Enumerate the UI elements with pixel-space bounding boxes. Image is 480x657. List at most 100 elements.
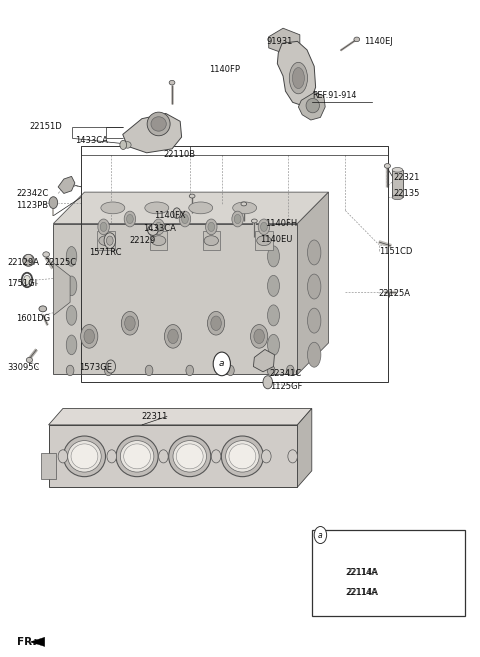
Circle shape [98,219,109,235]
Text: 1140EJ: 1140EJ [364,37,393,46]
Ellipse shape [267,305,279,326]
Ellipse shape [229,444,256,469]
Text: 22321: 22321 [393,173,420,182]
Circle shape [124,211,136,227]
Circle shape [288,450,298,463]
Ellipse shape [147,112,170,136]
Circle shape [211,450,221,463]
Circle shape [181,214,188,223]
Circle shape [179,211,191,227]
Ellipse shape [308,308,321,333]
Ellipse shape [120,441,154,472]
Text: 1433CA: 1433CA [144,224,176,233]
Bar [150,231,167,250]
Circle shape [263,376,273,389]
Circle shape [81,325,98,348]
Circle shape [173,208,180,218]
Circle shape [164,325,181,348]
Circle shape [211,316,221,330]
Circle shape [104,233,116,248]
Ellipse shape [252,219,257,223]
Ellipse shape [308,240,321,265]
Ellipse shape [148,225,158,235]
Ellipse shape [151,117,166,131]
Ellipse shape [168,436,211,477]
Ellipse shape [63,436,106,477]
Circle shape [125,316,135,330]
Ellipse shape [267,275,279,296]
Bar [255,231,273,250]
Text: 91931: 91931 [266,37,293,46]
Circle shape [227,365,234,376]
Circle shape [145,365,153,376]
Circle shape [267,365,275,376]
Text: 22135: 22135 [393,189,420,198]
Text: 22114A: 22114A [345,587,377,597]
Ellipse shape [169,80,175,85]
Ellipse shape [241,202,247,206]
Ellipse shape [26,357,33,363]
Ellipse shape [66,306,77,325]
Ellipse shape [173,441,206,472]
Circle shape [100,222,107,231]
Text: 22125C: 22125C [45,258,77,267]
Bar [392,170,403,197]
Text: a: a [318,530,323,539]
Ellipse shape [308,342,321,367]
Ellipse shape [384,164,391,168]
Ellipse shape [101,202,125,214]
Circle shape [106,360,116,373]
Text: 1601DG: 1601DG [16,313,50,323]
Circle shape [262,450,271,463]
Ellipse shape [226,441,259,472]
Ellipse shape [149,224,156,231]
Ellipse shape [308,274,321,299]
Polygon shape [48,409,312,425]
Bar [203,231,220,250]
Ellipse shape [306,99,320,113]
Text: FR.: FR. [17,637,37,647]
Ellipse shape [66,335,77,355]
Polygon shape [53,223,298,374]
Text: 22151D: 22151D [29,122,62,131]
Circle shape [251,325,268,348]
Ellipse shape [176,444,203,469]
Circle shape [186,365,193,376]
Circle shape [158,450,168,463]
Text: 22129A: 22129A [7,258,39,267]
Text: 1573GE: 1573GE [79,363,112,373]
Text: 22342C: 22342C [16,189,48,198]
Text: 22125A: 22125A [379,288,411,298]
Ellipse shape [152,236,166,246]
Polygon shape [48,425,298,487]
Circle shape [127,214,133,223]
Text: 1125GF: 1125GF [270,382,302,391]
Polygon shape [277,41,316,106]
Text: 1140FH: 1140FH [265,219,297,228]
Ellipse shape [71,444,98,469]
Circle shape [153,219,164,235]
Circle shape [207,311,225,335]
Text: 22341C: 22341C [270,369,302,378]
Ellipse shape [124,142,131,148]
Circle shape [168,329,178,344]
Circle shape [105,365,112,376]
Ellipse shape [39,306,47,312]
Ellipse shape [66,276,77,296]
Circle shape [232,211,243,227]
Text: 1571RC: 1571RC [89,248,122,257]
Circle shape [121,311,139,335]
Text: 1140FX: 1140FX [154,212,185,220]
Text: 1433CA: 1433CA [75,137,108,145]
Ellipse shape [204,236,218,246]
Ellipse shape [257,236,271,246]
Circle shape [261,222,267,231]
Ellipse shape [124,444,151,469]
Text: 22311: 22311 [142,412,168,421]
Ellipse shape [354,37,360,41]
Ellipse shape [99,236,113,246]
Circle shape [254,329,264,344]
Circle shape [314,526,326,543]
Text: 1751GI: 1751GI [7,279,37,288]
Text: 1151CD: 1151CD [379,246,412,256]
